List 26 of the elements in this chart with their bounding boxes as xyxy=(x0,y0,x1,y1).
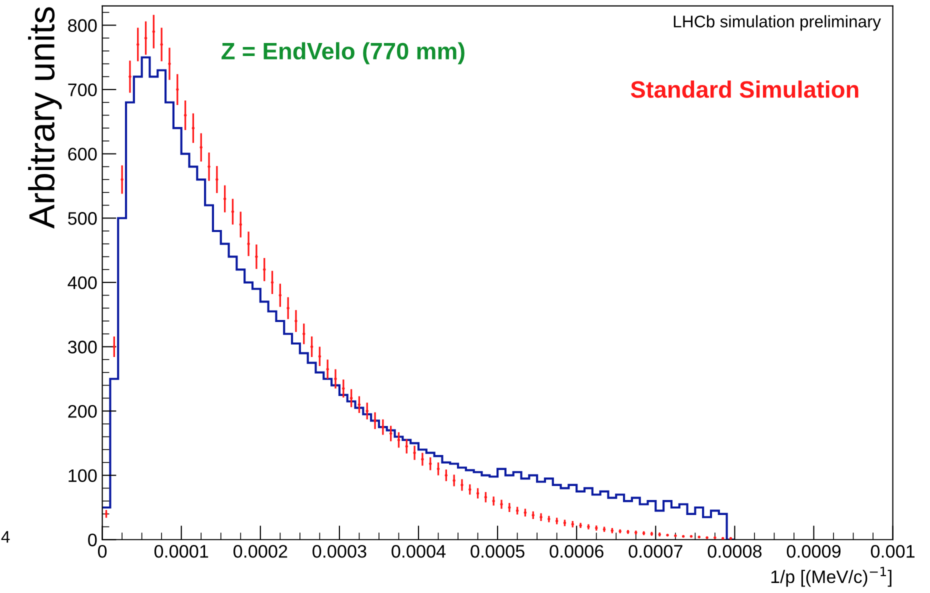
y-tick-label: 600 xyxy=(68,148,97,161)
y-tick-label: 100 xyxy=(68,469,97,482)
x-axis-title: 1/p [(MeV/c)$^{−1}$] xyxy=(771,566,892,587)
x-tick-label: 0.0003 xyxy=(312,544,366,558)
x-tick-label: 0.0002 xyxy=(233,544,288,558)
x-tick-label: 0.0001 xyxy=(154,544,208,558)
x-tick-label: 0.0007 xyxy=(628,544,682,558)
x-tick-label: 0.001 xyxy=(870,544,915,558)
x-tick-label: 0.0009 xyxy=(786,544,841,558)
x-tick-label: 0.0005 xyxy=(470,544,524,558)
text: Standard Simulation xyxy=(630,80,858,98)
x-tick-label: 0 xyxy=(98,544,107,558)
y-tick-label: 500 xyxy=(68,212,97,225)
annotation: Z = EndVelo (770 mm) xyxy=(222,42,464,64)
y-tick-label: 700 xyxy=(68,83,97,96)
annotation: LHCb simulation preliminary xyxy=(674,15,881,31)
x-tick-label: 0.0004 xyxy=(392,544,446,558)
x-tick-label: 0.0008 xyxy=(708,544,762,558)
y-tick-label: 0 xyxy=(88,534,97,546)
y-tick-label: 400 xyxy=(68,276,97,290)
text: 4 xyxy=(1,531,10,543)
y-axis-title: Arbitrary units xyxy=(28,7,62,229)
y-tick-label: 800 xyxy=(68,19,97,32)
y-tick-label: 300 xyxy=(68,340,97,354)
y-tick-label: 200 xyxy=(68,404,97,418)
x-tick-label: 0.0006 xyxy=(550,544,604,558)
